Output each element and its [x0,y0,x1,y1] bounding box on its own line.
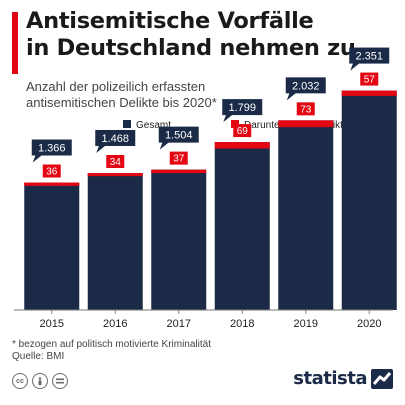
data-label-box-gewaltdelikte [233,124,252,138]
no-derivatives-icon[interactable] [52,373,68,389]
data-label-box-gesamt [95,129,136,146]
source-note: Quelle: BMI [12,351,65,362]
data-label-gewaltdelikte: 34 [110,157,122,168]
data-label-gewaltdelikte: 36 [46,167,58,178]
legend-label-gesamt: Gesamt [136,120,171,131]
subtitle-line: Anzahl der polizeilich erfassten [26,79,206,94]
subtitle-line: antisemitischen Delikte bis 2020* [26,95,217,110]
data-label-box-gesamt [158,126,199,143]
data-label-gewaltdelikte: 69 [237,126,249,137]
data-label-gewaltdelikte: 57 [364,75,376,86]
bar-gewaltdelikte [214,142,270,149]
bar-gewaltdelikte [87,172,143,177]
bar-gewaltdelikte [278,120,334,128]
data-label-gewaltdelikte: 73 [300,104,312,115]
data-label-gesamt: 1.799 [228,102,256,114]
statista-wordmark: statista [293,368,367,389]
title-line: Antisemitische Vorfälle [26,8,314,34]
data-label-gesamt: 1.468 [101,133,129,145]
bar-gesamt [24,182,80,310]
statista-logo[interactable]: statista [293,368,393,389]
data-label-pointer [286,92,297,101]
chart-title: Antisemitische Vorfälle in Deutschland n… [26,8,398,62]
data-label-box-gewaltdelikte [169,151,188,165]
x-tick-label: 2017 [167,318,191,330]
legend-swatch-gesamt [123,120,131,128]
license-icons: cc [12,373,68,393]
statista-logo-icon [371,368,393,389]
data-label-pointer [223,114,234,123]
data-label-gesamt: 2.032 [292,80,320,92]
data-label-gesamt: 2.351 [355,51,383,63]
data-label-box-gewaltdelikte [360,72,379,86]
data-label-pointer [32,154,43,163]
data-label-pointer [159,141,170,150]
bar-gesamt [87,172,143,310]
data-label-box-gesamt [222,99,263,116]
bar-gesamt [341,90,397,310]
data-label-gesamt: 1.366 [38,143,66,155]
x-tick-label: 2015 [40,318,64,330]
bar-gewaltdelikte [151,169,207,174]
data-label-box-gesamt [285,77,326,94]
bar-gesamt [278,120,334,310]
data-label-box-gesamt [349,47,390,64]
data-label-pointer [350,62,361,71]
legend-swatch-gewaltdelikte [231,120,239,128]
data-label-box-gewaltdelikte [42,164,61,178]
chart-subtitle: Anzahl der polizeilich erfassten antisem… [26,79,398,111]
x-tick-label: 2016 [103,318,127,330]
bar-gesamt [151,169,207,310]
x-tick-label: 2020 [357,318,381,330]
bar-gewaltdelikte [24,182,80,186]
bar-gewaltdelikte [341,90,397,96]
data-label-box-gesamt [31,139,72,156]
data-label-box-gewaltdelikte [296,102,315,116]
data-label-gesamt: 1.504 [165,130,193,142]
creative-commons-icon[interactable]: cc [12,373,28,389]
data-label-box-gewaltdelikte [106,154,125,168]
x-tick-label: 2018 [230,318,254,330]
bar-gesamt [214,142,270,310]
data-label-gewaltdelikte: 37 [173,154,185,165]
attribution-icon[interactable] [32,373,48,389]
data-label-pointer [96,144,107,153]
footnote: * bezogen auf politisch motivierte Krimi… [12,339,211,350]
title-line: in Deutschland nehmen zu [26,35,356,61]
x-tick-label: 2019 [294,318,318,330]
title-accent-bar [12,12,18,74]
